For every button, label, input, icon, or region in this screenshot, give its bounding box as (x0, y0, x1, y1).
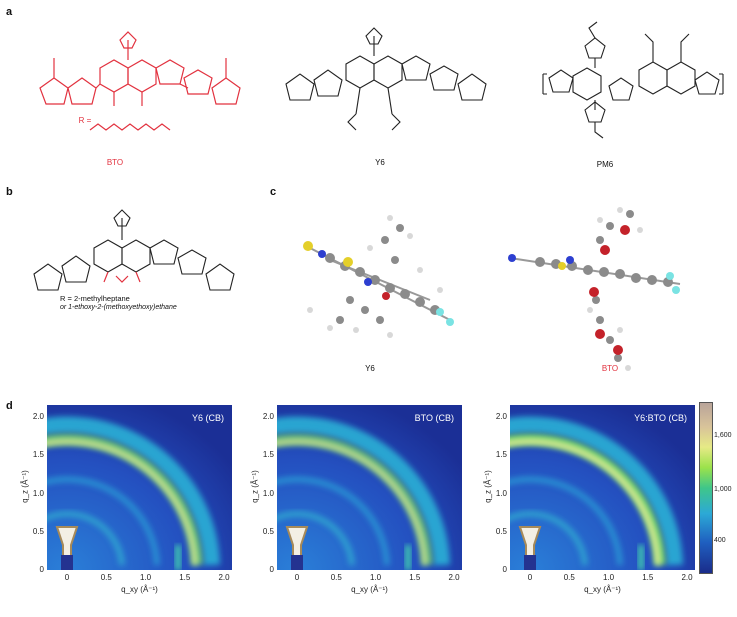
pm6-structure (542, 21, 724, 139)
x-axis-label: q_xy (Å⁻¹) (584, 585, 621, 594)
x-tick-label: 2.0 (448, 573, 460, 582)
panel-label-d: d (6, 400, 13, 412)
scattering-rod (638, 545, 644, 570)
x-tick-label: 0.5 (100, 573, 112, 582)
scattering-ring (510, 416, 683, 566)
y-axis-label: q_z (Å⁻¹) (483, 469, 493, 503)
scattering-ring (277, 476, 390, 566)
x-tick-label: 0.5 (563, 573, 575, 582)
colorbar-tick: 1,000 (714, 486, 732, 493)
y-tick-label: 2.0 (32, 412, 44, 421)
x-tick-label: 1.5 (179, 573, 191, 582)
panel-label-b: b (6, 186, 13, 198)
y-axis-label: q_z (Å⁻¹) (250, 469, 260, 503)
y-tick-label: 1.0 (495, 488, 507, 498)
panel-label-c: c (270, 186, 277, 198)
x-tick-label: 1.5 (409, 573, 421, 582)
y-tick-label: 1.5 (262, 450, 274, 460)
y-tick-label: 0.5 (495, 526, 507, 536)
intensity-colorbar (699, 402, 713, 574)
scattering-ring (47, 439, 198, 566)
colorbar-tick: 1,600 (714, 432, 732, 439)
bto-name-c: BTO (601, 364, 619, 373)
y-tick-label: 0 (502, 565, 507, 574)
b-r-line2: or 1-ethoxy-2-(methoxyethoxy)ethane (60, 304, 177, 311)
scattering-rod (405, 545, 411, 570)
x-tick-label: 2.0 (218, 573, 230, 582)
scattering-ring (47, 416, 220, 566)
generic-acceptor-structure (33, 209, 235, 291)
x-tick-label: 0 (294, 573, 300, 582)
y-axis-label: q_z (Å⁻¹) (20, 469, 30, 503)
scattering-ring (47, 476, 160, 566)
x-axis-label: q_xy (Å⁻¹) (351, 585, 388, 594)
scattering-ring (510, 511, 588, 566)
bto-3d-model (508, 207, 681, 371)
panel-label-a: a (6, 6, 13, 18)
bto-name-a: BTO (106, 158, 124, 167)
y-tick-label: 0 (269, 565, 274, 574)
scattering-rod (175, 545, 181, 570)
gixd-map-title: Y6:BTO (CB) (634, 413, 687, 423)
gixd-map: Y6:BTO (CB) (510, 405, 695, 570)
y-tick-label: 1.0 (32, 488, 44, 498)
b-r-line1: R = 2-methylheptane (60, 294, 130, 303)
y6-structure (285, 27, 487, 131)
scattering-ring (277, 511, 355, 566)
scattering-ring (277, 439, 428, 566)
x-axis-label: q_xy (Å⁻¹) (121, 585, 158, 594)
beamstop (518, 526, 542, 570)
x-tick-label: 1.5 (642, 573, 654, 582)
scattering-ring (277, 416, 450, 566)
y-tick-label: 1.5 (495, 450, 507, 460)
x-tick-label: 1.0 (602, 573, 615, 582)
gixd-map: BTO (CB) (277, 405, 462, 570)
x-tick-label: 0 (527, 573, 533, 582)
y-tick-label: 2.0 (495, 412, 507, 421)
colorbar-tick: 400 (714, 537, 726, 544)
y6-3d-model (303, 215, 454, 338)
y-tick-label: 0.5 (262, 526, 274, 536)
scattering-ring (47, 511, 125, 566)
y-tick-label: 1.5 (32, 450, 44, 460)
gixd-map: Y6 (CB) (47, 405, 232, 570)
y-tick-label: 0.5 (32, 526, 44, 536)
x-tick-label: 0.5 (330, 573, 342, 582)
gixd-map-title: BTO (CB) (415, 413, 454, 423)
bto-structure (39, 31, 241, 131)
y-tick-label: 2.0 (262, 412, 274, 421)
x-tick-label: 1.0 (369, 573, 382, 582)
y-tick-label: 1.0 (262, 488, 274, 498)
beamstop (55, 526, 79, 570)
x-tick-label: 1.0 (139, 573, 152, 582)
beamstop (285, 526, 309, 570)
y6-name-c: Y6 (365, 364, 375, 373)
y-tick-label: 0 (39, 565, 44, 574)
y6-name-a: Y6 (375, 158, 385, 167)
pm6-name-a: PM6 (596, 160, 614, 169)
scattering-ring (510, 476, 623, 566)
gixd-map-title: Y6 (CB) (192, 413, 224, 423)
bto-r-label: R = (78, 116, 92, 125)
x-tick-label: 0 (64, 573, 70, 582)
scattering-ring (510, 439, 661, 566)
x-tick-label: 2.0 (681, 573, 693, 582)
